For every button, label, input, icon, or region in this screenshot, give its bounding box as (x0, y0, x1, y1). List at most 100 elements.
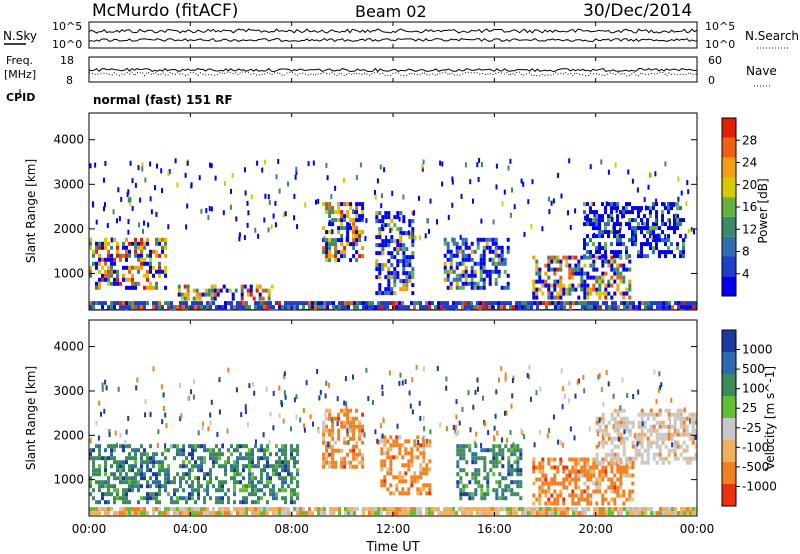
echo-cell (462, 448, 466, 453)
echo-cell (104, 161, 107, 166)
echo-cell (604, 428, 608, 433)
echo-cell (325, 254, 329, 259)
echo-cell (290, 452, 293, 457)
echo-cell (182, 301, 185, 306)
echo-cell (275, 452, 278, 457)
echo-cell (544, 501, 548, 506)
echo-cell (179, 484, 182, 489)
echo-cell (500, 261, 504, 266)
echo-cell (456, 464, 460, 469)
echo-cell (474, 456, 478, 461)
echo-cell (101, 305, 104, 310)
echo-cell (632, 511, 635, 516)
echo-cell (322, 440, 326, 445)
echo-cell (407, 511, 410, 516)
echo-cell (320, 301, 323, 306)
echo-cell (410, 483, 414, 488)
echo-cell (504, 372, 507, 378)
echo-cell (263, 484, 266, 489)
echo-cell (676, 214, 679, 219)
echo-cell (541, 489, 545, 494)
echo-cell (164, 443, 167, 449)
echo-cell (544, 263, 548, 268)
echo-cell (113, 472, 116, 477)
echo-cell (497, 305, 500, 310)
echo-cell (284, 496, 287, 501)
echo-cell (598, 460, 602, 465)
echo-cell (89, 301, 92, 306)
echo-cell (374, 507, 377, 512)
echo-cell (98, 480, 101, 485)
echo-cell (221, 305, 224, 310)
echo-cell (598, 287, 602, 292)
echo-cell (417, 440, 420, 445)
echo-cell (504, 484, 508, 489)
echo-cell (590, 301, 593, 306)
echo-cell (568, 473, 572, 478)
echo-cell (559, 493, 563, 498)
echo-cell (669, 419, 672, 425)
echo-cell (322, 432, 326, 437)
echo-cell (236, 305, 239, 310)
echo-cell (586, 291, 590, 296)
echo-cell (236, 448, 239, 453)
echo-cell (498, 377, 500, 383)
echo-cell (482, 281, 486, 286)
echo-cell (411, 267, 415, 272)
echo-cell (568, 283, 572, 288)
echo-cell (492, 219, 495, 225)
echo-cell (550, 291, 554, 296)
echo-cell (535, 279, 539, 284)
echo-cell (257, 233, 260, 239)
echo-cell (596, 301, 599, 306)
echo-cell (644, 511, 647, 516)
echo-cell (524, 507, 527, 512)
echo-cell (161, 452, 164, 457)
echo-cell (685, 416, 689, 421)
echo-cell (547, 283, 551, 288)
echo-cell (346, 428, 349, 434)
echo-cell (694, 420, 697, 425)
echo-cell (489, 468, 493, 473)
echo-cell (676, 202, 679, 207)
echo-cell (125, 429, 128, 435)
echo-cell (492, 444, 496, 449)
echo-cell (378, 243, 382, 248)
echo-cell (362, 301, 365, 306)
echo-cell (384, 275, 388, 280)
echo-cell (640, 440, 644, 445)
echo-cell (378, 251, 382, 256)
echo-cell (667, 416, 671, 421)
echo-cell (378, 291, 382, 296)
echo-cell (652, 222, 655, 227)
echo-cell (104, 241, 107, 246)
echo-cell (215, 476, 218, 481)
echo-cell (486, 472, 490, 477)
echo-cell (173, 488, 176, 493)
echo-cell (483, 464, 487, 469)
echo-cell (98, 507, 101, 512)
echo-cell (337, 238, 341, 243)
echo-cell (576, 379, 579, 385)
echo-cell (619, 210, 622, 215)
echo-cell (251, 511, 254, 516)
echo-cell (396, 271, 400, 276)
echo-cell (101, 241, 104, 246)
echo-cell (266, 464, 269, 469)
echo-cell (361, 432, 365, 437)
echo-cell (281, 448, 284, 453)
echo-cell (387, 215, 391, 220)
echo-cell (116, 460, 119, 465)
echo-cell (334, 238, 338, 243)
echo-cell (565, 465, 569, 470)
echo-cell (587, 301, 590, 306)
nsearch-trace (88, 37, 698, 43)
echo-cell (646, 230, 649, 235)
echo-cell (110, 301, 113, 306)
echo-cell (258, 284, 262, 289)
echo-cell (352, 432, 356, 437)
echo-cell (610, 202, 613, 207)
echo-cell (583, 238, 586, 243)
echo-cell (101, 301, 104, 306)
echo-cell (131, 488, 134, 493)
